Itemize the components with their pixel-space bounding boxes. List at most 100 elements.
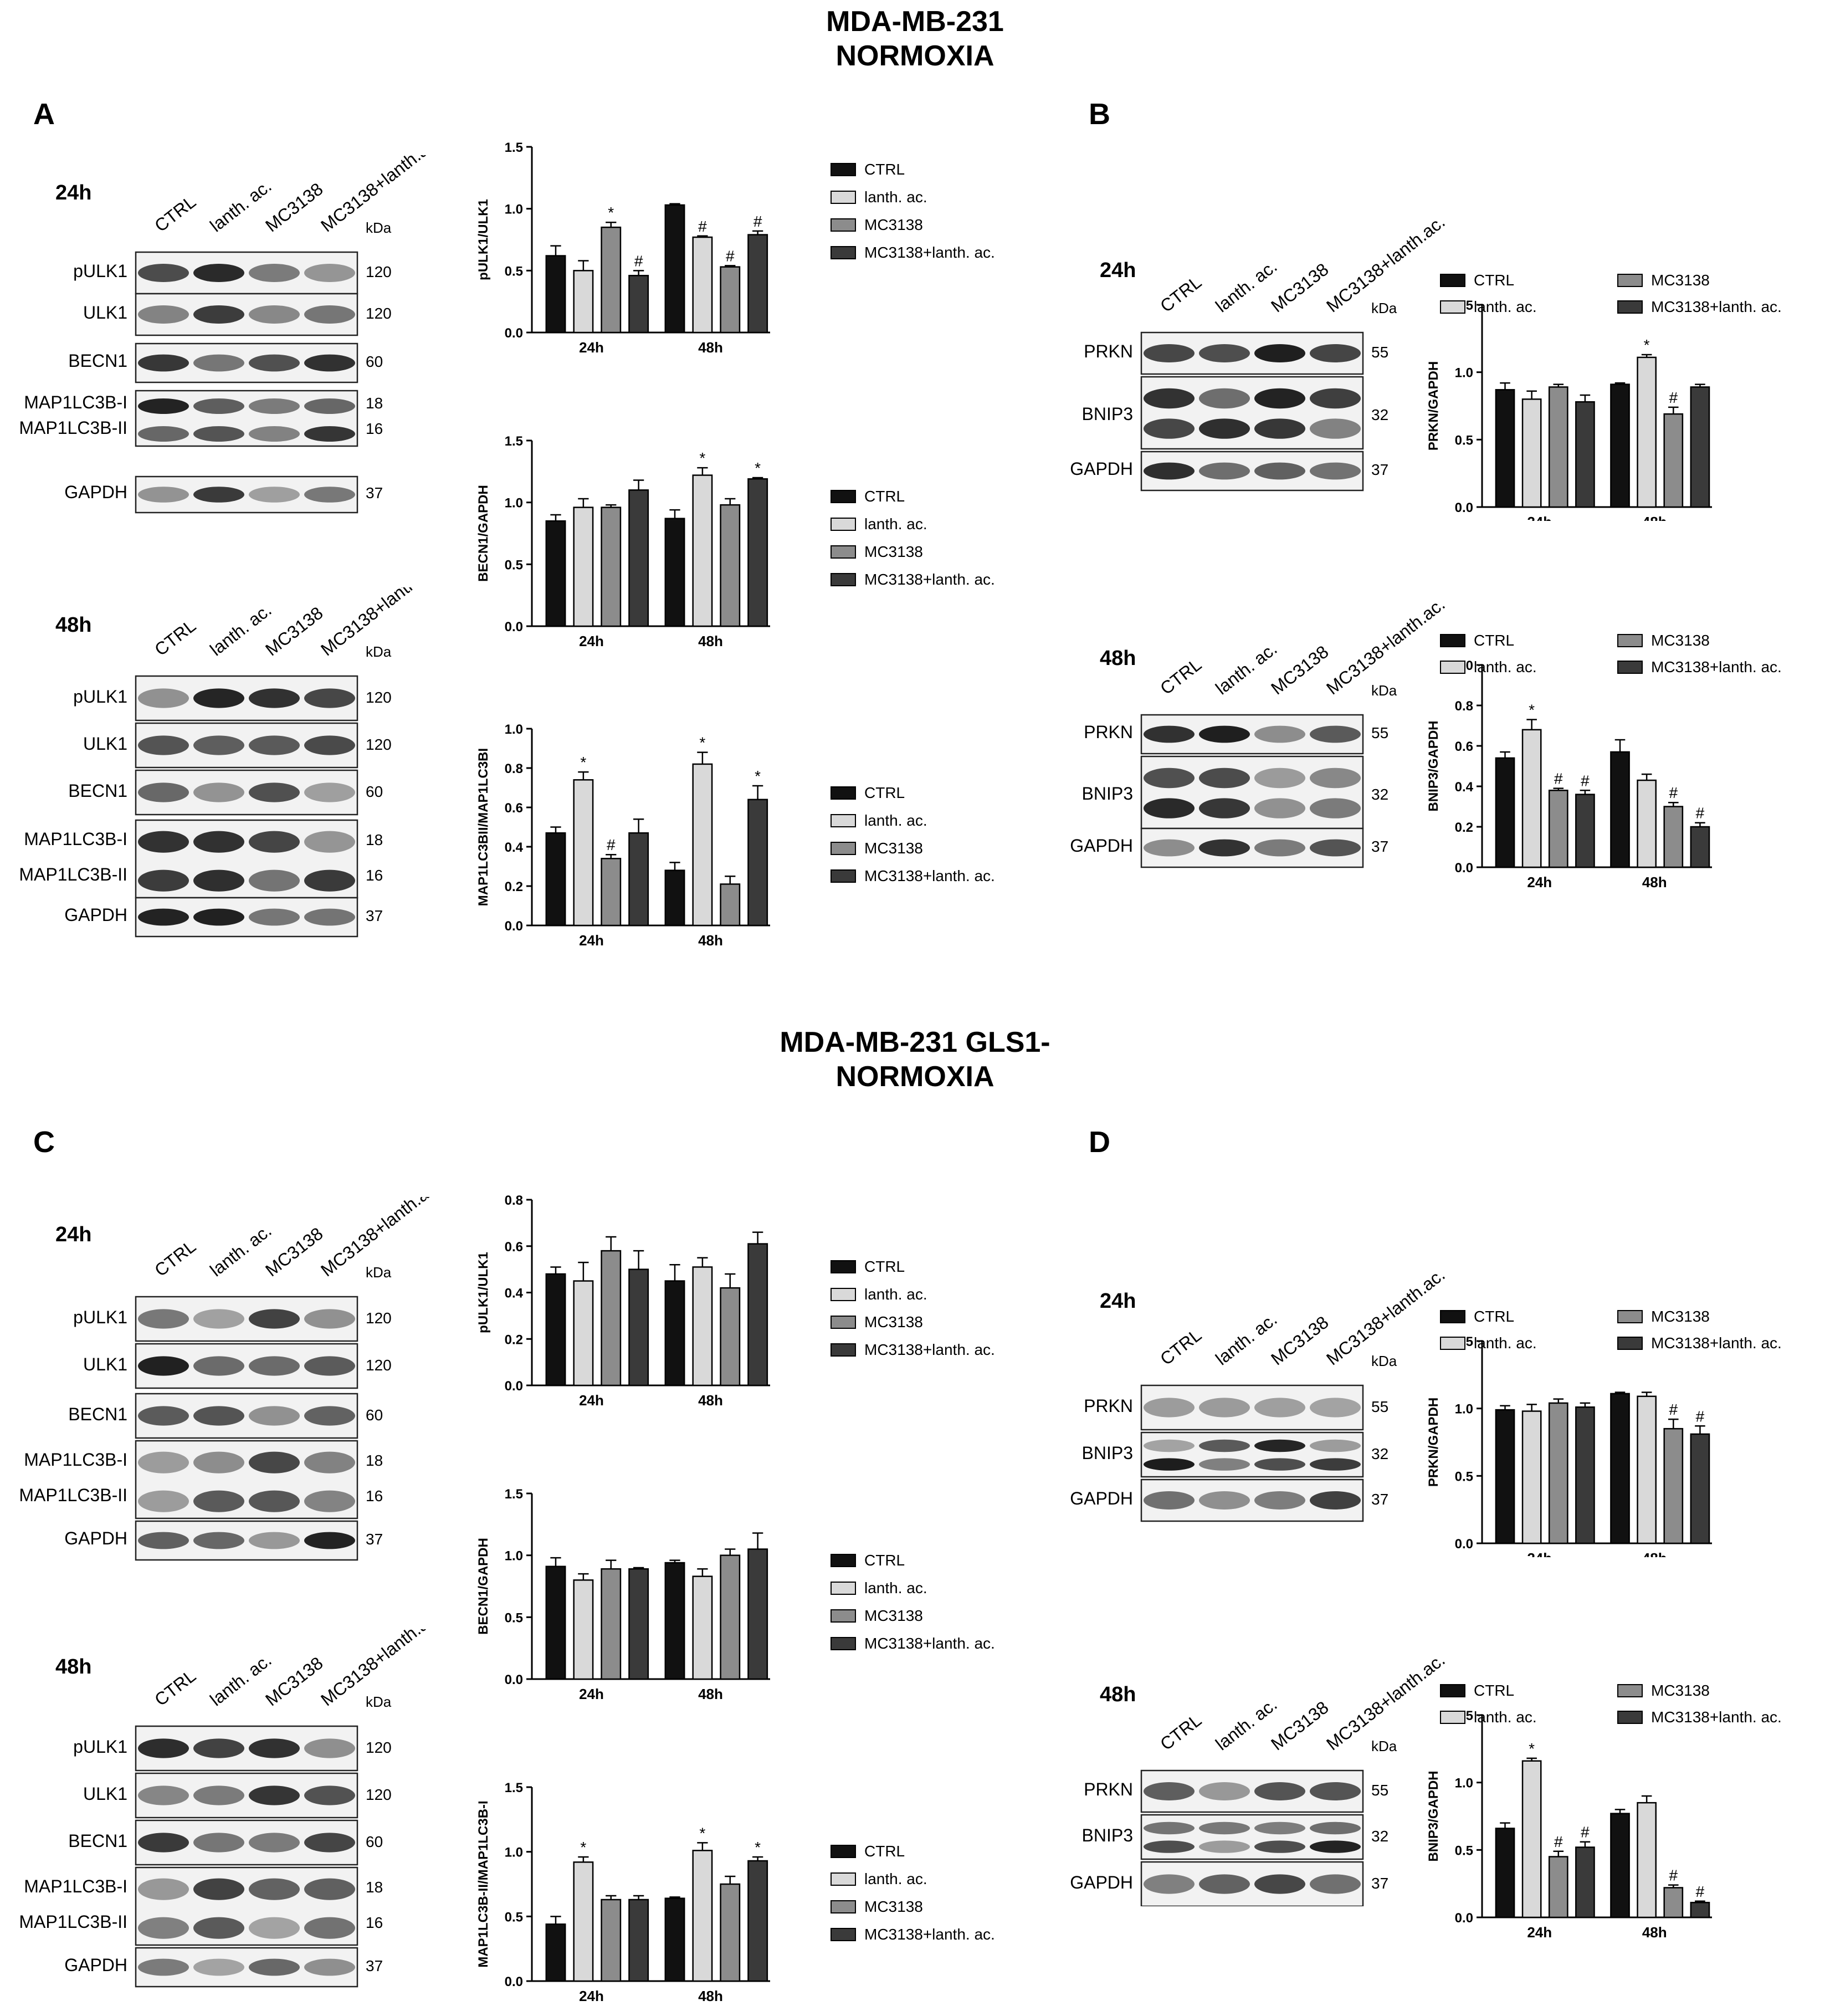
blot-band <box>1310 839 1361 857</box>
blot-row-label: pULK1 <box>73 261 127 281</box>
bar <box>692 763 713 927</box>
blot-band <box>304 1738 355 1758</box>
blot-kda-value: 18 <box>366 1879 383 1896</box>
y-tick-label: 0.5 <box>1455 1843 1473 1858</box>
blot-band <box>304 1878 355 1900</box>
x-tick-label: 24h <box>579 1392 604 1408</box>
blot-band <box>249 1451 300 1473</box>
legend-label: MC3138+lanth. ac. <box>864 1341 995 1358</box>
blot-kda-value: 55 <box>1371 724 1388 741</box>
chart-a-pulk1-ulk1: 0.0 0.5 1.0 1.5 pULK1/ULK1 * #24h # # #48h CTRL lan… <box>476 140 995 355</box>
blot-band <box>138 264 189 282</box>
blot-row-label: PRKN <box>1084 341 1133 361</box>
legend-swatch <box>1440 1711 1465 1724</box>
blot-band <box>304 426 355 442</box>
legend-swatch <box>1617 1684 1643 1697</box>
blot-band <box>1310 462 1361 480</box>
blot-row-label: MAP1LC3B-I <box>24 829 127 849</box>
blot-band <box>1310 344 1361 362</box>
blot-band <box>193 354 244 372</box>
bar <box>1548 790 1568 868</box>
y-tick-label: 0.4 <box>1455 780 1474 795</box>
y-tick-label: 0.0 <box>505 1974 523 1989</box>
x-tick-label: 48h <box>698 1686 723 1701</box>
x-tick-label: 24h <box>579 339 604 355</box>
bar <box>601 226 622 334</box>
chart-b-bnip3-gapdh: 0.00.20.40.60.81.0BNIP3/GAPDH*##24h##48h… <box>1426 632 1782 891</box>
blot-row-label: GAPDH <box>1070 1872 1133 1892</box>
legend-label: lanth. ac. <box>1474 658 1537 676</box>
kda-label: kDa <box>366 1264 392 1281</box>
legend-label: MC3138+lanth. ac. <box>864 244 995 261</box>
blot-band <box>1254 1439 1305 1452</box>
chart-c-becn1-gapdh: 0.0 0.5 1.0 1.5 BECN1/GAPDH 24h 48h CTRL lanth. … <box>476 1487 995 1701</box>
blot-band <box>1144 1439 1195 1452</box>
bar <box>747 799 768 927</box>
blot-band <box>193 1356 244 1376</box>
chart-b-prkn-gapdh: 0.00.51.01.5PRKN/GAPDH24h*#48hCTRLlanth.… <box>1426 272 1782 521</box>
blot-band <box>1144 1840 1195 1853</box>
legend-label: MC3138 <box>864 1898 923 1915</box>
bar <box>692 474 713 627</box>
blot-band <box>1199 1398 1250 1418</box>
blot-band <box>1199 1840 1250 1853</box>
bar <box>1521 1410 1542 1544</box>
legend-label: lanth. ac. <box>1474 1708 1537 1726</box>
bar <box>545 1565 566 1680</box>
blot-band <box>1199 418 1250 439</box>
blot-band <box>193 1738 244 1758</box>
x-tick-label: 48h <box>1642 874 1667 891</box>
legend-swatch <box>831 1554 856 1567</box>
blot-band <box>1199 725 1250 743</box>
blot-band <box>249 1406 300 1426</box>
y-tick-label: 0.5 <box>1455 433 1473 448</box>
legend-swatch <box>831 1260 856 1273</box>
blot-band <box>138 1833 189 1853</box>
y-tick-label: 0.0 <box>505 620 523 635</box>
blot-band <box>249 688 300 708</box>
bar <box>1575 1846 1595 1918</box>
title-bottom-line2: NORMOXIA <box>835 1061 995 1093</box>
blot-band <box>193 1958 244 1976</box>
x-tick-label: 24h <box>1527 874 1552 891</box>
legend-swatch <box>1617 634 1643 647</box>
chart-c-map1lc3b: 0.0 0.5 1.0 1.5 MAP1LC3B-II/MAP1LC3B-I * 24h * *… <box>476 1780 995 2004</box>
blot-row-label: MAP1LC3B-II <box>19 864 127 884</box>
legend-label: MC3138 <box>1651 632 1710 649</box>
legend-swatch <box>1617 661 1643 674</box>
y-tick-label: 0.0 <box>505 1379 523 1394</box>
y-tick-label: 0.0 <box>1455 861 1473 876</box>
blot-band <box>304 1490 355 1512</box>
y-tick-label: 0.0 <box>1455 500 1473 515</box>
lane-label: CTRL <box>151 616 199 660</box>
legend-label: MC3138 <box>864 1313 923 1331</box>
blot-band <box>193 264 244 282</box>
bar <box>1663 1427 1684 1544</box>
blot-band <box>1144 418 1195 439</box>
blot-band <box>304 398 355 414</box>
blot-band <box>193 735 244 755</box>
legend-swatch <box>831 1582 856 1595</box>
blot-kda-value: 32 <box>1371 406 1388 423</box>
bar <box>664 1562 685 1680</box>
legend-swatch <box>1440 661 1465 674</box>
blot-band <box>249 1738 300 1758</box>
lane-label: lanth. ac. <box>206 1650 275 1710</box>
significance-mark: # <box>1669 1401 1678 1418</box>
y-tick-label: 1.0 <box>505 722 523 737</box>
blot-row-label: ULK1 <box>83 303 127 323</box>
legend-label: MC3138+lanth. ac. <box>864 867 995 884</box>
chart-d-prkn-gapdh: 0.00.51.01.5PRKN/GAPDH24h##48hCTRLlanth.… <box>1426 1308 1782 1557</box>
legend-label: MC3138+lanth. ac. <box>1651 298 1782 315</box>
legend-swatch <box>831 518 856 531</box>
blot-band <box>249 426 300 442</box>
blot-band <box>138 426 189 442</box>
blot-kda-value: 37 <box>1371 461 1388 478</box>
bar <box>1548 1856 1568 1918</box>
blot-band <box>249 1532 300 1549</box>
blot-kda-value: 37 <box>366 907 383 924</box>
bar <box>1663 413 1684 508</box>
blot-band <box>304 1785 355 1805</box>
blot-kda-value: 18 <box>366 831 383 848</box>
legend-label: lanth. ac. <box>864 1870 927 1887</box>
